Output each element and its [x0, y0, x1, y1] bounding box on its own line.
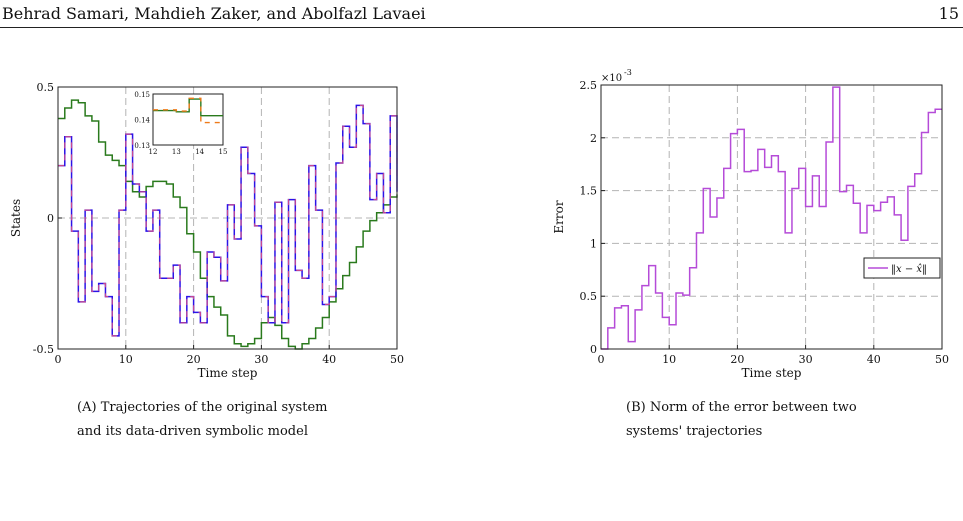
caption-a-text: Trajectories of the original system and …	[77, 400, 328, 439]
chart-b-ytick-label: 1	[590, 237, 597, 250]
chart-a-plot-frame	[57, 86, 398, 350]
chart-b-xtick-label: 50	[935, 353, 949, 366]
chart-b-y-multiplier: ×10	[601, 73, 622, 84]
chart-b-y-multiplier-exp: -3	[624, 68, 632, 77]
chart-b-y-axis-label: Error	[552, 200, 566, 233]
chart-b-ytick-label: 1.5	[580, 185, 598, 198]
chart-b-legend-box	[863, 257, 941, 279]
caption-b-text: Norm of the error between two systems' t…	[626, 400, 857, 439]
chart-b-xtick-label: 40	[867, 353, 881, 366]
chart-b-xtick-label: 30	[799, 353, 813, 366]
inset-xtick-label: 15	[219, 148, 228, 156]
chart-b-plot-frame	[600, 84, 943, 350]
chart-a-series-overlay-1	[58, 104, 398, 337]
chart-b-ytick-label: 2	[590, 132, 597, 145]
chart-b-legend-label: ‖x − x̂‖	[891, 264, 927, 275]
chart-b-xtick-label: 10	[662, 353, 676, 366]
chart-a-xtick-label: 30	[254, 353, 268, 366]
caption-a: (A) Trajectories of the original system …	[77, 396, 332, 444]
inset-ytick-label: 0.13	[134, 142, 150, 150]
chart-b-ytick-label: 2.5	[580, 79, 598, 92]
chart-a-series-line-0	[58, 99, 398, 350]
chart-a-ytick-label: 0	[47, 212, 54, 225]
chart-b-xtick-label: 20	[730, 353, 744, 366]
inset-ytick-label: 0.14	[134, 117, 150, 125]
header-rule	[0, 27, 963, 28]
author-line: Behrad Samari, Mahdieh Zaker, and Abolfa…	[2, 4, 426, 23]
chart-b-series-line-0	[601, 86, 942, 350]
chart-a-x-axis-label: Time step	[198, 366, 258, 380]
chart-a-xtick-label: 40	[322, 353, 336, 366]
inset-xtick-label: 13	[172, 148, 181, 156]
chart-a-series-line-1	[58, 104, 398, 337]
page-header: Behrad Samari, Mahdieh Zaker, and Abolfa…	[0, 0, 963, 30]
chart-a-xtick-label: 10	[119, 353, 133, 366]
chart-b-ytick-label: 0	[590, 343, 597, 356]
chart-b-x-axis-label: Time step	[742, 366, 802, 380]
caption-b-label: (B)	[626, 400, 646, 415]
chart-a-ytick-label: -0.5	[33, 343, 54, 356]
inset-series-line-1	[153, 97, 223, 124]
chart-a-y-axis-label: States	[9, 199, 23, 237]
chart-a-xtick-label: 0	[55, 353, 62, 366]
chart-a-ytick-label: 0.5	[37, 81, 55, 94]
inset-ytick-label: 0.15	[134, 91, 150, 99]
inset-xtick-label: 14	[195, 148, 204, 156]
caption-a-label: (A)	[77, 400, 97, 415]
chart-b-ytick-label: 0.5	[580, 290, 598, 303]
chart-b-xtick-label: 0	[598, 353, 605, 366]
page-number: 15	[938, 4, 959, 23]
inset-frame	[152, 93, 224, 146]
inset-xtick-label: 12	[149, 148, 158, 156]
chart-a-xtick-label: 20	[187, 353, 201, 366]
chart-a-xtick-label: 50	[390, 353, 404, 366]
caption-b: (B) Norm of the error between two system…	[626, 396, 886, 444]
